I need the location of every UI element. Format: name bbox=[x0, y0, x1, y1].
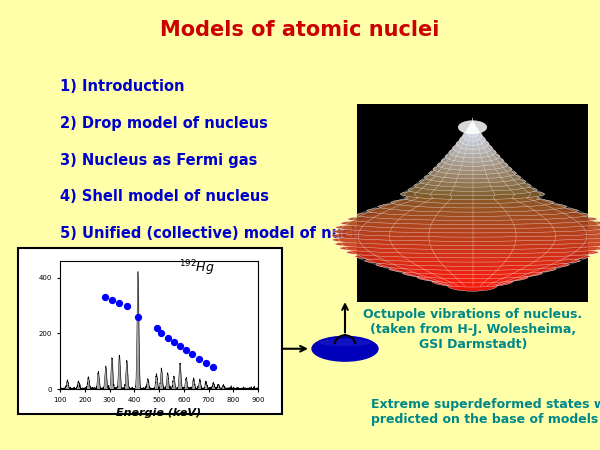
Ellipse shape bbox=[346, 247, 599, 258]
Ellipse shape bbox=[429, 168, 516, 179]
Point bbox=[107, 297, 117, 304]
Point bbox=[194, 355, 203, 362]
Ellipse shape bbox=[408, 184, 537, 195]
Ellipse shape bbox=[445, 151, 500, 162]
Ellipse shape bbox=[441, 155, 504, 166]
Ellipse shape bbox=[405, 193, 540, 204]
Ellipse shape bbox=[458, 120, 487, 134]
Point bbox=[163, 334, 172, 341]
Text: 1) Introduction: 1) Introduction bbox=[60, 79, 185, 94]
Ellipse shape bbox=[319, 339, 371, 347]
Ellipse shape bbox=[335, 238, 600, 250]
Ellipse shape bbox=[469, 122, 476, 133]
Ellipse shape bbox=[463, 130, 482, 141]
X-axis label: Energie (keV): Energie (keV) bbox=[116, 409, 202, 419]
Ellipse shape bbox=[419, 176, 526, 187]
Point bbox=[175, 342, 185, 350]
Ellipse shape bbox=[389, 263, 556, 274]
Ellipse shape bbox=[460, 135, 485, 145]
Ellipse shape bbox=[417, 272, 528, 283]
Ellipse shape bbox=[331, 230, 600, 241]
Ellipse shape bbox=[456, 139, 489, 150]
Point bbox=[181, 346, 191, 354]
Ellipse shape bbox=[365, 255, 580, 266]
Ellipse shape bbox=[452, 143, 493, 154]
Point bbox=[133, 313, 143, 320]
Ellipse shape bbox=[432, 276, 513, 287]
Ellipse shape bbox=[433, 163, 512, 175]
Text: 2) Drop model of nucleus: 2) Drop model of nucleus bbox=[60, 116, 268, 130]
Text: Extreme superdeformed states were
predicted on the base of models: Extreme superdeformed states were predic… bbox=[371, 398, 600, 426]
Ellipse shape bbox=[367, 205, 578, 216]
Ellipse shape bbox=[340, 243, 600, 254]
Bar bbox=[18, 248, 282, 414]
Point bbox=[188, 351, 197, 358]
Ellipse shape bbox=[414, 180, 531, 191]
Point bbox=[100, 294, 109, 301]
Bar bbox=[357, 104, 588, 302]
Ellipse shape bbox=[355, 251, 590, 262]
Ellipse shape bbox=[437, 159, 508, 171]
Ellipse shape bbox=[332, 226, 600, 237]
Point bbox=[157, 330, 166, 337]
Point bbox=[201, 359, 211, 366]
Ellipse shape bbox=[335, 222, 600, 233]
Ellipse shape bbox=[378, 201, 567, 212]
Ellipse shape bbox=[403, 268, 542, 279]
Point bbox=[115, 299, 124, 306]
Point bbox=[152, 324, 161, 332]
Point bbox=[169, 338, 179, 346]
Ellipse shape bbox=[312, 337, 378, 361]
Ellipse shape bbox=[448, 280, 497, 291]
Ellipse shape bbox=[449, 147, 496, 158]
Text: 6) Further models: 6) Further models bbox=[60, 263, 208, 278]
Point bbox=[122, 302, 131, 309]
Text: $^{192}$Hg: $^{192}$Hg bbox=[179, 259, 215, 278]
Ellipse shape bbox=[376, 259, 569, 270]
Ellipse shape bbox=[356, 209, 589, 220]
Ellipse shape bbox=[332, 234, 600, 245]
Ellipse shape bbox=[424, 172, 521, 183]
Ellipse shape bbox=[466, 126, 479, 137]
Ellipse shape bbox=[400, 189, 545, 200]
Text: 3) Nucleus as Fermi gas: 3) Nucleus as Fermi gas bbox=[60, 153, 257, 167]
Ellipse shape bbox=[391, 197, 554, 208]
Text: Models of atomic nuclei: Models of atomic nuclei bbox=[160, 20, 440, 40]
Point bbox=[209, 363, 218, 370]
Ellipse shape bbox=[341, 218, 600, 229]
Text: Octupole vibrations of nucleus.
(taken from H-J. Wolesheima,
GSI Darmstadt): Octupole vibrations of nucleus. (taken f… bbox=[363, 308, 583, 351]
Text: 4) Shell model of nucleus: 4) Shell model of nucleus bbox=[60, 189, 269, 204]
Text: 5) Unified (collective) model of nuclei: 5) Unified (collective) model of nuclei bbox=[60, 226, 371, 241]
Ellipse shape bbox=[347, 213, 598, 225]
